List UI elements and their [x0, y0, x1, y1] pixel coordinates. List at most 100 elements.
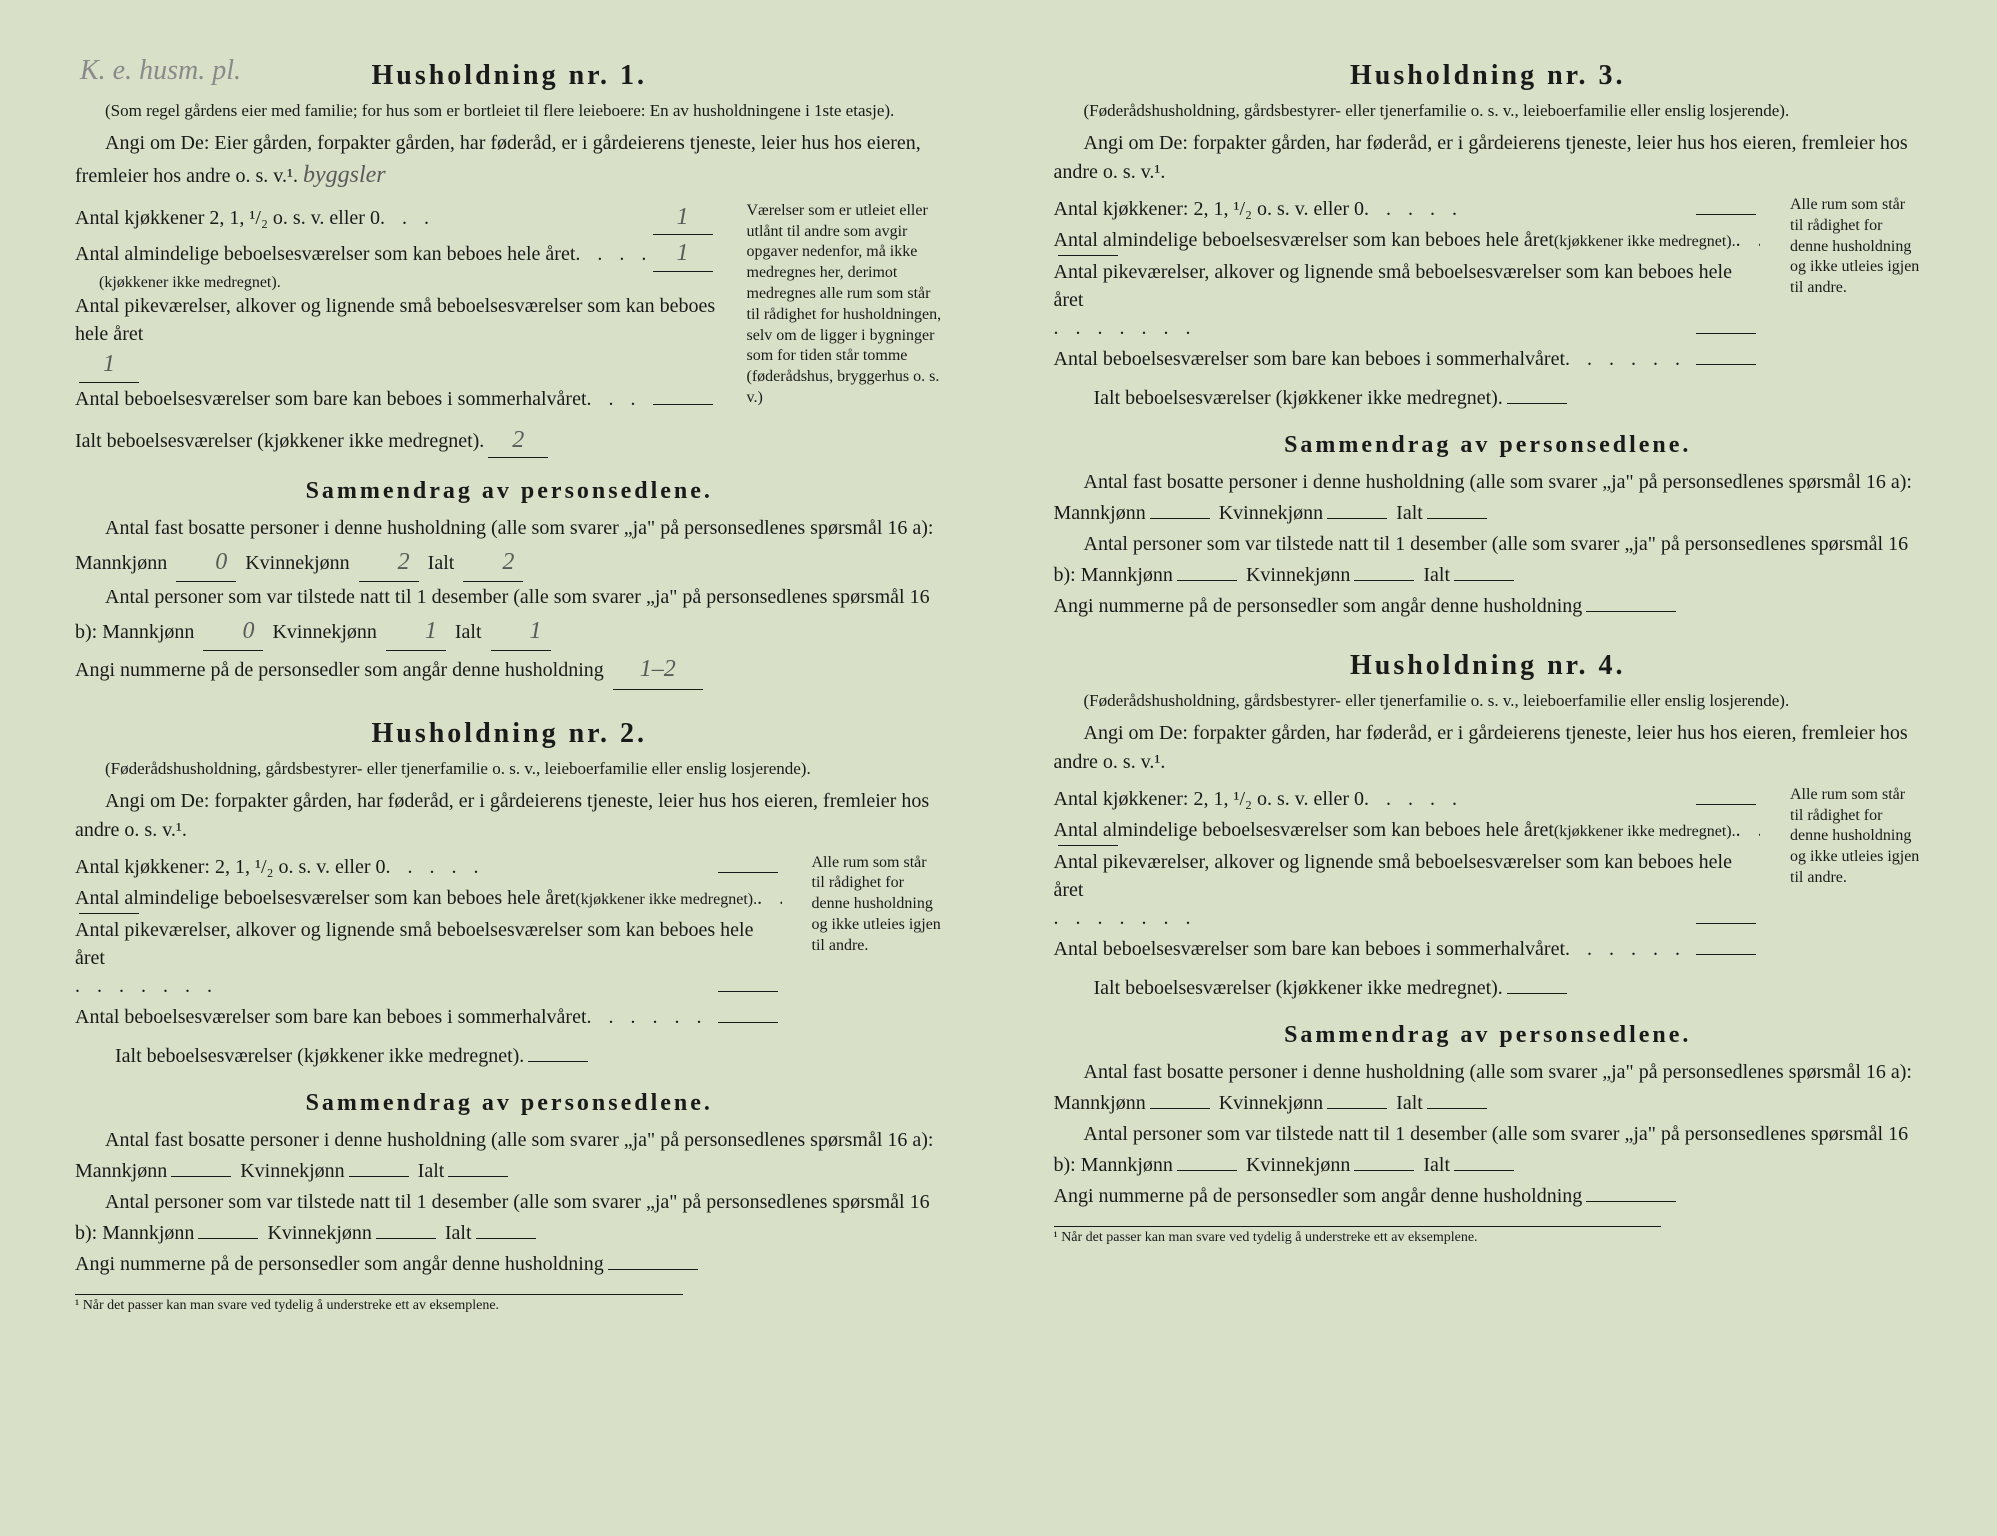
h1-sum2-t: 1 — [491, 613, 551, 651]
h3-rooms-left: Antal kjøkkener: 2, 1, ¹/₂ o. s. v. elle… — [1054, 195, 1761, 414]
footnote-right: ¹ Når det passer kan man svare ved tydel… — [1054, 1226, 1662, 1246]
h2-angi: Angi om De: forpakter gården, har føderå… — [75, 787, 944, 845]
blank — [1177, 1170, 1237, 1171]
h2-rooms-left: Antal kjøkkener: 2, 1, ¹/₂ o. s. v. elle… — [75, 853, 782, 1072]
h2-rooms1-sub: (kjøkkener ikke medregnet). — [575, 889, 757, 911]
brace-icon — [729, 201, 743, 460]
h3-rooms1-label: Antal almindelige beboelsesværelser som … — [1054, 226, 1554, 254]
h1-sum1-m: 0 — [176, 544, 236, 582]
h2-sidenote: Alle rum som står til rådighet for denne… — [794, 853, 944, 1072]
h1-sum1-k: 2 — [359, 544, 419, 582]
blank — [1507, 993, 1567, 994]
blank — [718, 872, 778, 873]
blank — [718, 1022, 778, 1023]
h2-subtitle: (Føderådshusholdning, gårdsbestyrer- ell… — [75, 758, 944, 781]
h1-nummer-val: 1–2 — [613, 651, 703, 689]
pencil-note: K. e. husm. pl. — [80, 55, 241, 87]
blank — [1327, 1108, 1387, 1109]
h4-rooms1-sub: (kjøkkener ikke medregnet). — [1554, 821, 1736, 843]
h1-total-label: Ialt beboelsesværelser (kjøkkener ikke m… — [75, 427, 484, 455]
h4-rooms-block: Antal kjøkkener: 2, 1, ¹/₂ o. s. v. elle… — [1054, 785, 1923, 1004]
h1-subtitle: (Som regel gårdens eier med familie; for… — [75, 100, 944, 123]
h1-sidenote-text: Værelser som er utleiet eller utlånt til… — [747, 202, 942, 406]
ialt-label: Ialt — [1423, 1154, 1450, 1176]
h1-sum2-k: 1 — [386, 613, 446, 651]
h1-status-handwritten: byggsler — [303, 162, 386, 188]
dots: . . . — [380, 204, 649, 233]
brace-icon — [1772, 195, 1786, 414]
h1-rooms-block: Antal kjøkkener 2, 1, ¹/₂ o. s. v. eller… — [75, 201, 944, 460]
h4-nummer-label: Angi nummerne på de personsedler som ang… — [1054, 1185, 1583, 1207]
h1-sidenote: Værelser som er utleiet eller utlånt til… — [729, 201, 944, 460]
blank — [1696, 214, 1756, 215]
h4-angi: Angi om De: forpakter gården, har føderå… — [1054, 719, 1923, 777]
brace-icon — [794, 853, 808, 1072]
ialt-label: Ialt — [1396, 502, 1423, 524]
h3-title: Husholdning nr. 3. — [1054, 60, 1923, 92]
h2-nummer-label: Angi nummerne på de personsedler som ang… — [75, 1253, 604, 1275]
h4-rooms2-label: Antal pikeværelser, alkover og lignende … — [1054, 848, 1761, 904]
brace-icon — [1772, 785, 1786, 1004]
h4-kitchens-label: Antal kjøkkener: 2, 1, ¹/₂ o. s. v. elle… — [1054, 785, 1365, 813]
h3-subtitle: (Føderådshusholdning, gårdsbestyrer- ell… — [1054, 100, 1923, 123]
h1-total-val: 2 — [488, 424, 548, 459]
kvinnekjonn-label: Kvinnekjønn — [267, 1222, 371, 1244]
h4-sum-title: Sammendrag av personsedlene. — [1054, 1022, 1923, 1049]
kvinnekjonn-label: Kvinnekjønn — [1246, 1154, 1350, 1176]
sum2-text: Antal personer som var tilstede natt til… — [1054, 1123, 1909, 1176]
h3-rooms-block: Antal kjøkkener: 2, 1, ¹/₂ o. s. v. elle… — [1054, 195, 1923, 414]
h3-kitchens-label: Antal kjøkkener: 2, 1, ¹/₂ o. s. v. elle… — [1054, 195, 1365, 223]
ialt-label: Ialt — [1423, 564, 1450, 586]
h1-rooms2-label: Antal pikeværelser, alkover og lignende … — [75, 292, 717, 348]
h2-nummer: Angi nummerne på de personsedler som ang… — [75, 1249, 944, 1280]
blank — [1696, 364, 1756, 365]
h1-rooms2-val: 1 — [79, 348, 139, 383]
dots: . . . . . . . — [575, 240, 648, 269]
h4-rooms1-label: Antal almindelige beboelsesværelser som … — [1054, 816, 1554, 844]
footnote-left: ¹ Når det passer kan man svare ved tydel… — [75, 1294, 683, 1314]
sum2-text: Antal personer som var tilstede natt til… — [1054, 533, 1909, 586]
h1-rooms3: Antal beboelsesværelser som bare kan beb… — [75, 385, 717, 414]
blank — [718, 991, 778, 992]
ialt-label: Ialt — [428, 552, 455, 574]
blank — [1427, 1108, 1487, 1109]
kvinnekjonn-label: Kvinnekjønn — [1219, 502, 1323, 524]
blank — [1177, 580, 1237, 581]
h1-rooms3-label: Antal beboelsesværelser som bare kan beb… — [75, 385, 587, 413]
h1-sum-title: Sammendrag av personsedlene. — [75, 478, 944, 505]
h2-sidenote-text: Alle rum som står til rådighet for denne… — [812, 854, 941, 954]
sum1-text: Antal fast bosatte personer i denne hush… — [75, 1129, 934, 1182]
h4-nummer: Angi nummerne på de personsedler som ang… — [1054, 1181, 1923, 1212]
h2-kitchens-label: Antal kjøkkener: 2, 1, ¹/₂ o. s. v. elle… — [75, 853, 386, 881]
h2-title: Husholdning nr. 2. — [75, 718, 944, 750]
h1-kitchens: Antal kjøkkener 2, 1, ¹/₂ o. s. v. eller… — [75, 201, 717, 236]
blank — [79, 913, 139, 914]
blank — [1454, 580, 1514, 581]
kvinnekjonn-label: Kvinnekjønn — [245, 552, 349, 574]
blank — [1586, 1201, 1676, 1202]
h3-rooms1-sub: (kjøkkener ikke medregnet). — [1554, 231, 1736, 253]
kvinnekjonn-label: Kvinnekjønn — [1246, 564, 1350, 586]
blank — [349, 1176, 409, 1177]
h3-sum2: Antal personer som var tilstede natt til… — [1054, 529, 1923, 591]
h1-kitchens-label: Antal kjøkkener 2, 1, ¹/₂ o. s. v. eller… — [75, 204, 380, 232]
h2-sum1: Antal fast bosatte personer i denne hush… — [75, 1125, 944, 1187]
h1-nummer-label: Angi nummerne på de personsedler som ang… — [75, 659, 604, 681]
h1-total: Ialt beboelsesværelser (kjøkkener ikke m… — [75, 424, 717, 459]
blank — [198, 1238, 258, 1239]
h2-rooms3-label: Antal beboelsesværelser som bare kan beb… — [75, 1003, 587, 1031]
h4-sidenote: Alle rum som står til rådighet for denne… — [1772, 785, 1922, 1004]
blank — [1507, 403, 1567, 404]
blank — [1150, 1108, 1210, 1109]
blank — [476, 1238, 536, 1239]
h3-rooms3-label: Antal beboelsesværelser som bare kan beb… — [1054, 345, 1566, 373]
sum1-text: Antal fast bosatte personer i denne hush… — [1054, 1061, 1913, 1114]
h3-angi: Angi om De: forpakter gården, har føderå… — [1054, 129, 1923, 187]
kvinnekjonn-label: Kvinnekjønn — [272, 621, 376, 643]
blank — [448, 1176, 508, 1177]
h1-kitchens-val: 1 — [653, 201, 713, 236]
h2-total-label: Ialt beboelsesværelser (kjøkkener ikke m… — [75, 1042, 524, 1070]
h1-rooms1-val: 1 — [653, 237, 713, 272]
h1-angi: Angi om De: Eier gården, forpakter gårde… — [75, 129, 944, 193]
h1-sum2-m: 0 — [203, 613, 263, 651]
